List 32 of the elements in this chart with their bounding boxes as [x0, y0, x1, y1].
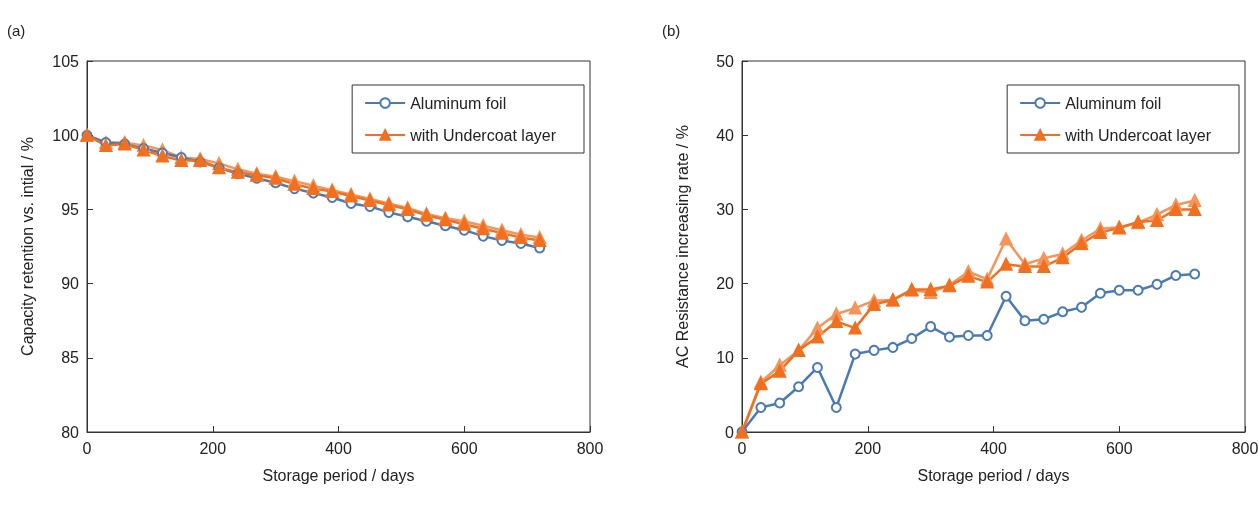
x-tick-label: 0: [737, 439, 747, 457]
y-tick-label: 20: [716, 275, 735, 293]
legend-label: Aluminum foil: [1065, 94, 1162, 112]
legend-label: with Undercoat layer: [1064, 126, 1212, 144]
x-tick-label: 0: [82, 439, 92, 457]
y-tick-label: 10: [716, 349, 735, 367]
legend-label: with Undercoat layer: [409, 126, 557, 144]
x-tick-label: 800: [576, 439, 604, 457]
y-axis-title: Capacity retention vs. intial / %: [18, 137, 36, 356]
x-tick-label: 200: [854, 439, 882, 457]
y-tick-label: 90: [61, 275, 80, 293]
x-tick-label: 400: [980, 439, 1007, 457]
y-tick-label: 95: [61, 200, 80, 218]
y-tick-label: 50: [716, 52, 735, 70]
x-tick-label: 600: [1105, 439, 1133, 457]
y-tick-label: 0: [725, 423, 735, 441]
y-axis-title: AC Resistance increasing rate / %: [673, 125, 691, 368]
x-tick-label: 400: [325, 439, 352, 457]
y-tick-label: 100: [52, 126, 80, 144]
y-tick-label: 105: [52, 52, 80, 70]
x-tick-label: 200: [199, 439, 227, 457]
legend-label: Aluminum foil: [410, 94, 507, 112]
x-axis-title: Storage period / days: [917, 466, 1070, 484]
y-tick-label: 85: [61, 349, 80, 367]
y-tick-label: 30: [716, 200, 735, 218]
x-tick-label: 800: [1231, 439, 1259, 457]
chart-title: (a): [7, 22, 26, 39]
x-tick-label: 600: [450, 439, 478, 457]
y-tick-label: 80: [61, 423, 80, 441]
x-axis-title: Storage period / days: [262, 466, 415, 484]
y-tick-label: 40: [716, 126, 735, 144]
chart-title: (b): [662, 22, 681, 39]
